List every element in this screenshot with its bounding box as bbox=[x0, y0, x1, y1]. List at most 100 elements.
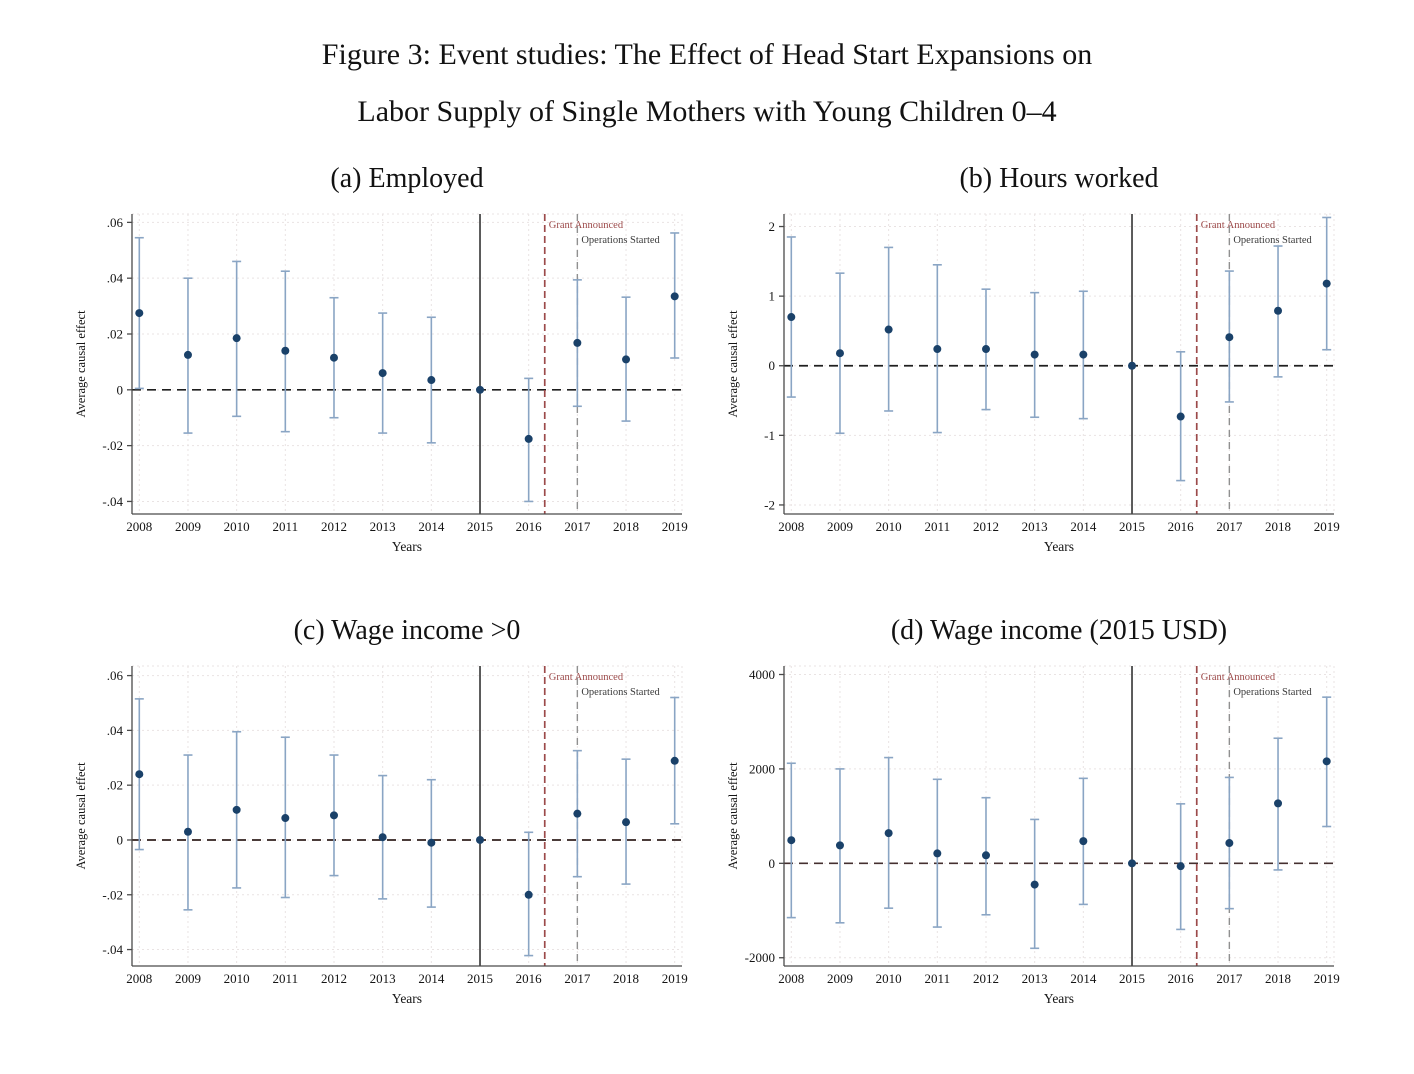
point-marker bbox=[981, 345, 990, 354]
point-marker bbox=[135, 770, 144, 779]
point-marker bbox=[1274, 799, 1283, 808]
panel-c: (c) Wage income >0 -.04 -.02 0 .02 .04 .06 200… bbox=[68, 614, 698, 1008]
x-tick-label: 2013 bbox=[370, 971, 396, 986]
x-tick-label: 2008 bbox=[778, 519, 804, 534]
x-tick-label: 2009 bbox=[175, 971, 201, 986]
y-tick-label: -.02 bbox=[102, 438, 123, 453]
point-marker bbox=[329, 353, 338, 362]
x-tick-label: 2018 bbox=[1265, 519, 1291, 534]
y-tick-label: -.04 bbox=[102, 942, 123, 957]
x-tick-label: 2015 bbox=[467, 519, 493, 534]
x-tick-label: 2015 bbox=[1119, 519, 1145, 534]
point-marker bbox=[1274, 306, 1283, 315]
y-tick-label: .04 bbox=[107, 723, 124, 738]
point-marker bbox=[1030, 350, 1039, 359]
x-tick-label: 2018 bbox=[613, 519, 639, 534]
x-tick-label: 2015 bbox=[467, 971, 493, 986]
x-tick-label: 2017 bbox=[564, 519, 591, 534]
y-tick-label: 2 bbox=[769, 219, 776, 234]
y-axis-title: Average causal effect bbox=[726, 762, 740, 870]
y-tick-label: 2000 bbox=[749, 761, 775, 776]
x-tick-label: 2016 bbox=[516, 971, 543, 986]
x-tick-label: 2019 bbox=[1314, 971, 1340, 986]
x-tick-label: 2016 bbox=[1168, 971, 1195, 986]
operations-started-label: Operations Started bbox=[581, 235, 660, 246]
point-marker bbox=[1176, 412, 1185, 421]
point-marker bbox=[884, 829, 893, 838]
panel-a-subtitle: (a) Employed bbox=[330, 163, 484, 194]
point-marker bbox=[787, 836, 796, 845]
gridlines bbox=[132, 213, 683, 514]
point-marker bbox=[622, 818, 631, 827]
x-tick-label: 2008 bbox=[778, 971, 804, 986]
x-tick-label: 2019 bbox=[662, 519, 688, 534]
panel-c-chart: -.04 -.02 0 .02 .04 .06 2008 2009 2010 2011 2012 20… bbox=[74, 665, 688, 1006]
y-tick-label: .02 bbox=[107, 778, 123, 793]
series bbox=[786, 216, 1332, 482]
gridlines bbox=[784, 665, 1335, 966]
figure-title-line2: Labor Supply of Single Mothers with Youn… bbox=[357, 95, 1057, 128]
point-marker bbox=[135, 309, 144, 318]
x-tick-label: 2019 bbox=[1314, 519, 1340, 534]
point-marker bbox=[427, 376, 436, 385]
x-tick-label: 2016 bbox=[516, 519, 543, 534]
point-marker bbox=[1322, 279, 1331, 288]
gridlines bbox=[784, 213, 1335, 514]
point-marker bbox=[476, 835, 485, 844]
x-tick-label: 2017 bbox=[1216, 519, 1243, 534]
x-tick-label: 2013 bbox=[370, 519, 396, 534]
x-tick-label: 2010 bbox=[876, 971, 902, 986]
point-marker bbox=[1225, 839, 1234, 848]
point-marker bbox=[933, 849, 942, 858]
y-axis-title: Average causal effect bbox=[726, 310, 740, 418]
y-tick-label: 0 bbox=[117, 382, 124, 397]
x-tick-label: 2017 bbox=[1216, 971, 1243, 986]
x-tick-label: 2014 bbox=[1070, 971, 1097, 986]
x-tick-label: 2016 bbox=[1168, 519, 1195, 534]
y-axis-title: Average causal effect bbox=[74, 310, 88, 418]
point-marker bbox=[787, 313, 796, 322]
operations-started-label: Operations Started bbox=[1233, 687, 1312, 698]
x-tick-label: 2012 bbox=[973, 971, 999, 986]
point-marker bbox=[1128, 859, 1137, 868]
x-tick-label: 2013 bbox=[1022, 519, 1048, 534]
x-tick-label: 2014 bbox=[1070, 519, 1097, 534]
point-marker bbox=[281, 814, 290, 823]
figure-title-line1: Figure 3: Event studies: The Effect of H… bbox=[321, 38, 1093, 71]
x-axis-title: Years bbox=[1044, 539, 1074, 554]
point-marker bbox=[835, 841, 844, 850]
point-marker bbox=[378, 369, 387, 378]
panel-a-chart: -.04 -.02 0 .02 .04 .06 2008 2009 2010 2011 2012 20… bbox=[74, 213, 688, 554]
y-tick-label: -1 bbox=[764, 428, 775, 443]
figure-title: Figure 3: Event studies: The Effect of H… bbox=[0, 26, 1414, 140]
y-tick-label: 0 bbox=[769, 358, 776, 373]
y-tick-label: .02 bbox=[107, 327, 123, 342]
x-tick-label: 2012 bbox=[321, 971, 347, 986]
panels-grid: (a) Employed -.04 -.02 0 .02 .04 .06 2008 2009 2… bbox=[0, 140, 1414, 1008]
x-axis-title: Years bbox=[1044, 991, 1074, 1006]
x-tick-label: 2012 bbox=[973, 519, 999, 534]
panel-b-chart: -2 -1 0 1 2 2008 2009 2010 2011 2012 2013 2014 2015 2… bbox=[726, 213, 1340, 554]
panel-d: (d) Wage income (2015 USD) -2000 0 2000 400… bbox=[720, 614, 1350, 1008]
point-marker bbox=[1128, 361, 1137, 370]
x-tick-label: 2008 bbox=[126, 519, 152, 534]
x-tick-label: 2013 bbox=[1022, 971, 1048, 986]
point-marker bbox=[1079, 350, 1088, 359]
point-marker bbox=[378, 833, 387, 842]
y-tick-label: 0 bbox=[117, 832, 124, 847]
x-axis-title: Years bbox=[392, 539, 422, 554]
operations-started-label: Operations Started bbox=[1233, 235, 1312, 246]
y-tick-label: -2000 bbox=[745, 950, 775, 965]
x-tick-label: 2011 bbox=[925, 971, 951, 986]
grant-announced-label: Grant Announced bbox=[1201, 672, 1276, 683]
point-marker bbox=[427, 838, 436, 847]
point-marker bbox=[1176, 862, 1185, 871]
series bbox=[134, 232, 680, 503]
y-tick-label: 4000 bbox=[749, 667, 775, 682]
grant-announced-label: Grant Announced bbox=[549, 220, 624, 231]
point-marker bbox=[232, 334, 241, 343]
point-marker bbox=[573, 809, 582, 818]
point-marker bbox=[281, 346, 290, 355]
y-tick-label: 0 bbox=[769, 856, 776, 871]
point-marker bbox=[1030, 880, 1039, 889]
